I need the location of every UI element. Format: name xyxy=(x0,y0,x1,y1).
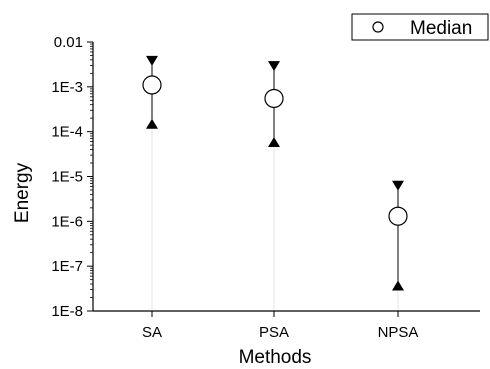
y-tick-label: 0.01 xyxy=(54,34,83,51)
y-tick-label: 1E-4 xyxy=(51,124,83,141)
x-tick-label: NPSA xyxy=(378,324,419,341)
y-tick-label: 1E-5 xyxy=(51,169,83,186)
median-point xyxy=(264,88,284,109)
stem-lines xyxy=(151,123,399,311)
upper-marker xyxy=(392,180,404,191)
y-tick-label: 1E-3 xyxy=(51,79,83,96)
y-axis-title: Energy xyxy=(12,162,33,223)
y-tick-label: 1E-8 xyxy=(51,303,83,320)
legend-label-median: Median xyxy=(410,18,472,39)
axes: 0.01 1E-3 1E-4 1E-5 1E-6 1E-7 1E-8 SA PSA NPSA xyxy=(51,34,480,341)
y-tick-label: 1E-7 xyxy=(51,258,83,275)
y-tick-label: 1E-6 xyxy=(51,213,83,230)
legend: Median xyxy=(351,13,489,41)
median-point xyxy=(388,206,408,226)
x-tick-label: SA xyxy=(142,324,162,341)
error-bars xyxy=(146,55,404,291)
legend-marker-icon xyxy=(372,21,384,33)
lower-marker xyxy=(146,118,158,129)
median-point xyxy=(142,75,162,95)
lower-marker xyxy=(392,280,404,291)
upper-marker xyxy=(268,61,280,72)
x-tick-label: PSA xyxy=(259,324,289,341)
upper-marker xyxy=(146,55,158,66)
x-axis-title: Methods xyxy=(239,347,312,368)
median-points xyxy=(142,75,408,226)
lower-marker xyxy=(268,136,280,147)
